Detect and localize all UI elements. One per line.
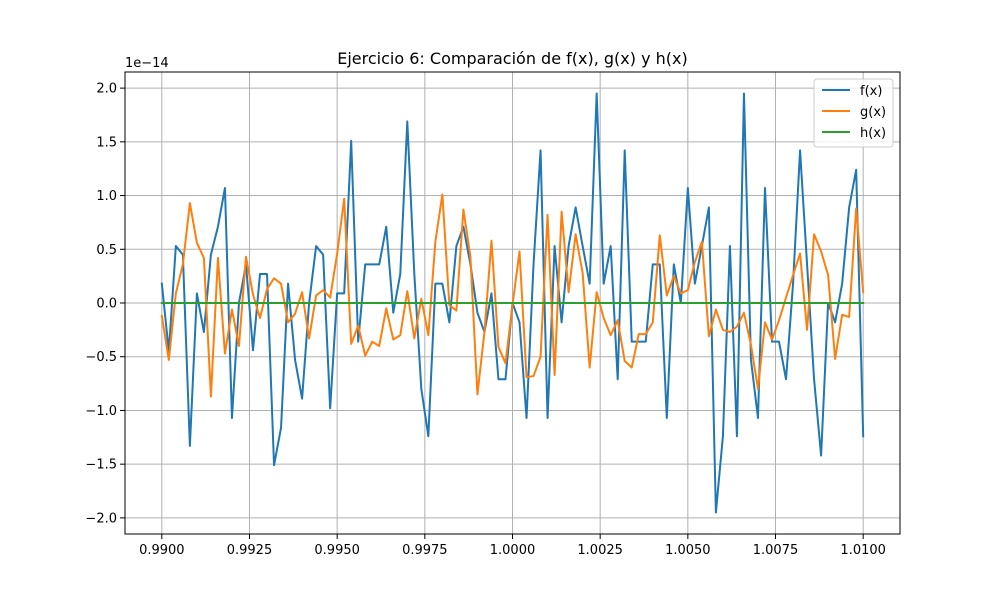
- y-tick-label: −0.5: [85, 350, 117, 365]
- series-line-g: [160, 193, 865, 398]
- series-layer: [160, 92, 865, 514]
- legend-box: [813, 78, 894, 148]
- x-tick-label: 0.9950: [314, 543, 360, 558]
- y-tick-label: −1.0: [85, 404, 117, 419]
- legend-label-f: f(x): [860, 84, 882, 99]
- x-tick-label: 1.0100: [840, 543, 886, 558]
- chart-title: Ejercicio 6: Comparación de f(x), g(x) y…: [337, 49, 687, 68]
- x-tick-label: 0.9975: [402, 543, 448, 558]
- x-tick-label: 1.0075: [753, 543, 799, 558]
- legend: f(x) g(x) h(x): [813, 78, 894, 148]
- y-tick-label: 2.0: [96, 82, 117, 97]
- y-tick-label: −2.0: [85, 511, 117, 526]
- legend-label-g: g(x): [860, 105, 886, 120]
- y-offset-label: 1e−14: [125, 56, 169, 71]
- y-tick-label: 0.5: [96, 243, 117, 258]
- x-tick-label: 0.9925: [227, 543, 273, 558]
- legend-label-h: h(x): [860, 126, 886, 141]
- y-tick-label: 1.0: [96, 189, 117, 204]
- x-axis: 0.9900 0.9925 0.9950 0.9975 1.0000 1.0025 1.00…: [139, 534, 886, 558]
- y-axis: −2.0 −1.5 −1.0 −0.5 0.0 0.5 1.0 1.5 2.0: [85, 82, 125, 526]
- x-tick-label: 1.0000: [490, 543, 536, 558]
- x-tick-label: 1.0050: [665, 543, 711, 558]
- y-tick-label: 1.5: [96, 135, 117, 150]
- y-tick-label: −1.5: [85, 458, 117, 473]
- x-tick-label: 0.9900: [139, 543, 185, 558]
- x-tick-label: 1.0025: [577, 543, 623, 558]
- y-tick-label: 0.0: [96, 297, 117, 312]
